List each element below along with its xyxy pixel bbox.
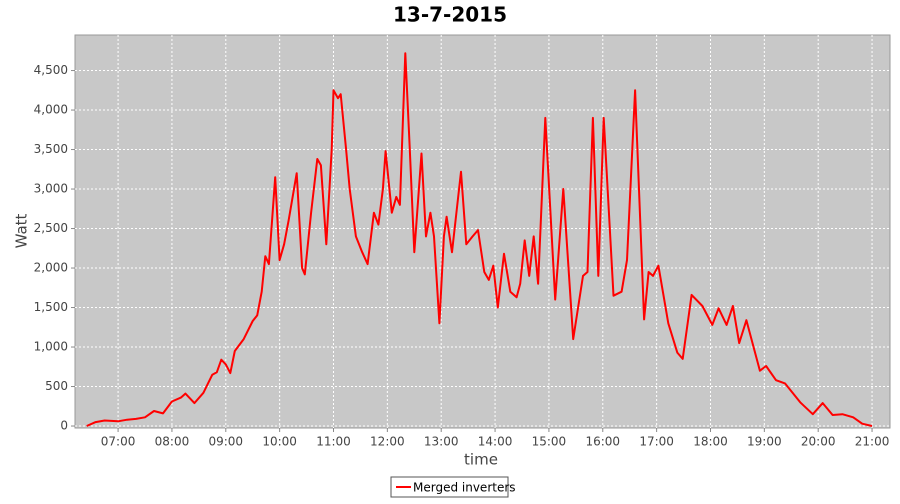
y-tick-label: 4,500 bbox=[34, 63, 68, 77]
y-tick-label: 0 bbox=[60, 419, 68, 433]
x-tick-label: 07:00 bbox=[101, 435, 136, 449]
y-tick-label: 3,000 bbox=[34, 182, 68, 196]
data-line bbox=[86, 52, 873, 427]
y-tick-label: 500 bbox=[45, 379, 68, 393]
x-tick-label: 12:00 bbox=[370, 435, 405, 449]
x-tick-label: 10:00 bbox=[262, 435, 297, 449]
x-tick-label: 19:00 bbox=[747, 435, 782, 449]
x-axis-label: time bbox=[464, 451, 498, 469]
x-tick-label: 18:00 bbox=[693, 435, 728, 449]
x-tick-label: 09:00 bbox=[208, 435, 243, 449]
y-tick-label: 1,000 bbox=[34, 340, 68, 354]
y-tick-label: 1,500 bbox=[34, 300, 68, 314]
y-tick-label: 4,000 bbox=[34, 103, 68, 117]
chart-title: 13-7-2015 bbox=[393, 3, 507, 27]
x-tick-label: 17:00 bbox=[639, 435, 674, 449]
plot-area bbox=[74, 34, 891, 429]
x-tick-label: 08:00 bbox=[155, 435, 190, 449]
y-tick-label: 2,000 bbox=[34, 261, 68, 275]
y-axis-label: Watt bbox=[13, 213, 31, 248]
x-tick-label: 21:00 bbox=[855, 435, 890, 449]
x-tick-label: 15:00 bbox=[532, 435, 567, 449]
legend-box bbox=[390, 476, 509, 498]
x-tick-label: 13:00 bbox=[424, 435, 459, 449]
x-tick-label: 14:00 bbox=[478, 435, 513, 449]
x-tick-label: 11:00 bbox=[316, 435, 351, 449]
x-tick-label: 16:00 bbox=[585, 435, 620, 449]
legend-label: Merged inverters bbox=[413, 481, 516, 495]
legend: Merged inverters bbox=[390, 476, 516, 498]
y-tick-label: 2,500 bbox=[34, 221, 68, 235]
y-tick-label: 3,500 bbox=[34, 142, 68, 156]
x-tick-label: 20:00 bbox=[801, 435, 836, 449]
